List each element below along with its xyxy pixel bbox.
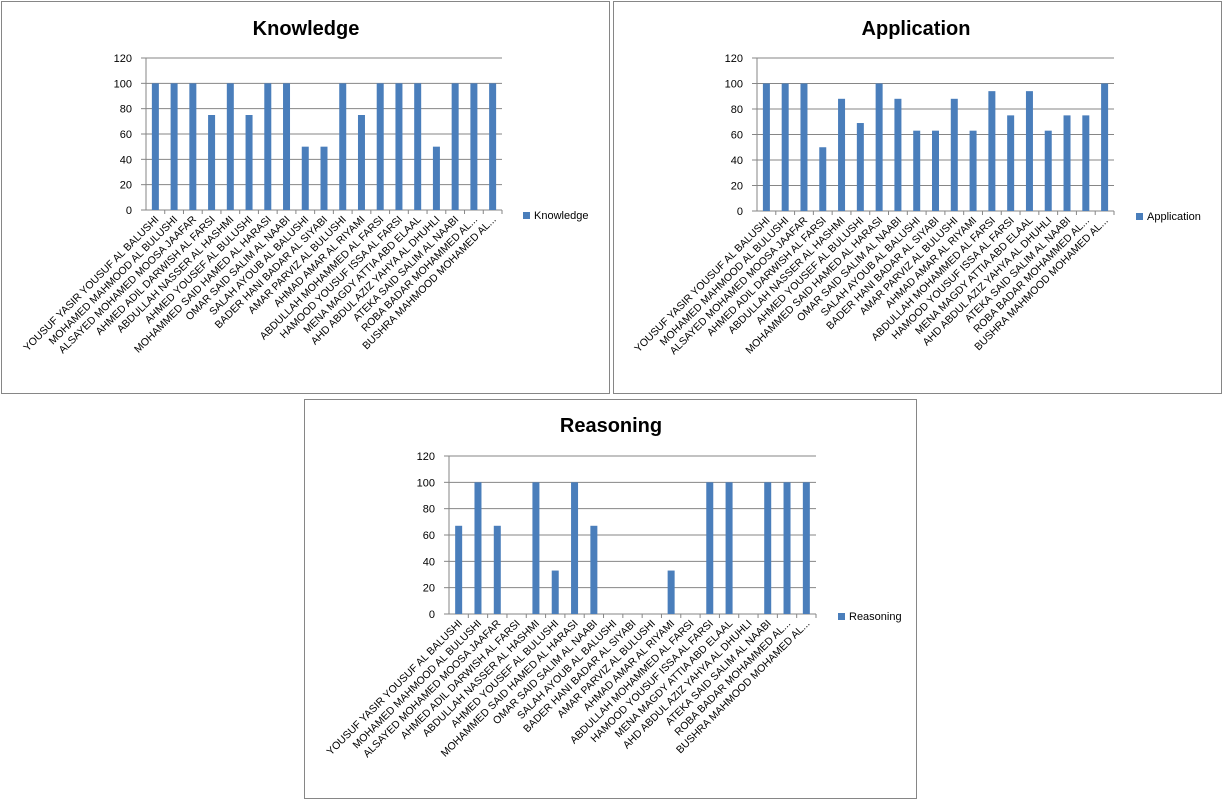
y-tick-label: 60 bbox=[423, 530, 435, 542]
chart-title: Knowledge bbox=[253, 18, 360, 40]
y-tick-label: 100 bbox=[417, 477, 435, 489]
chart-panel-reasoning: Reasoning 0 20 40 60 80 100 120 YOUSUF YASIR YOU… bbox=[304, 399, 917, 799]
bar bbox=[725, 482, 733, 614]
bar bbox=[762, 83, 770, 211]
bar bbox=[283, 83, 291, 210]
chart-panel-knowledge: Knowledge 0 20 40 60 80 100 120 YOUSUF YASIR YOU… bbox=[1, 1, 610, 394]
bar bbox=[455, 525, 463, 614]
y-tick-label: 0 bbox=[429, 609, 435, 621]
y-tick-label: 20 bbox=[120, 180, 132, 192]
bar bbox=[493, 525, 501, 614]
bar bbox=[532, 482, 540, 614]
y-tick-label: 80 bbox=[423, 504, 435, 516]
bar bbox=[1101, 83, 1109, 211]
bar bbox=[571, 482, 579, 614]
y-tick-label: 80 bbox=[731, 104, 743, 116]
y-tick-label: 120 bbox=[417, 451, 435, 463]
bar bbox=[339, 83, 347, 210]
bar bbox=[226, 83, 234, 210]
bar bbox=[764, 482, 772, 614]
y-tick-label: 60 bbox=[731, 130, 743, 142]
y-tick-label: 40 bbox=[423, 556, 435, 568]
bar bbox=[950, 98, 958, 211]
bar bbox=[932, 130, 939, 211]
chart-title: Application bbox=[862, 18, 971, 40]
legend-label: Reasoning bbox=[849, 611, 902, 623]
bar bbox=[819, 147, 827, 211]
bar bbox=[913, 130, 921, 211]
bar bbox=[802, 482, 810, 614]
bar bbox=[414, 83, 422, 210]
bar bbox=[245, 115, 253, 210]
bar bbox=[357, 115, 365, 210]
legend-label: Knowledge bbox=[534, 210, 588, 222]
bar bbox=[1082, 115, 1090, 211]
bar bbox=[800, 83, 808, 211]
y-tick-label: 120 bbox=[114, 53, 132, 65]
bar bbox=[706, 482, 714, 614]
y-tick-label: 40 bbox=[120, 154, 132, 166]
bar bbox=[151, 83, 159, 210]
y-tick-label: 60 bbox=[120, 129, 132, 141]
bar bbox=[170, 83, 178, 210]
bar bbox=[470, 83, 478, 210]
bar bbox=[838, 98, 846, 211]
bar bbox=[208, 115, 216, 210]
y-tick-label: 80 bbox=[120, 104, 132, 116]
bar bbox=[875, 83, 883, 211]
y-tick-label: 100 bbox=[114, 78, 132, 90]
legend-swatch bbox=[838, 613, 845, 620]
y-tick-label: 40 bbox=[731, 155, 743, 167]
bar bbox=[667, 570, 675, 614]
legend-label: Application bbox=[1147, 211, 1201, 223]
bar bbox=[474, 482, 482, 614]
chart-panel-application: Application 0 20 40 60 80 100 120 YOUSUF YASIR Y… bbox=[613, 1, 1222, 394]
bar bbox=[451, 83, 459, 210]
bar bbox=[1063, 115, 1071, 211]
bar bbox=[189, 83, 197, 210]
bar bbox=[894, 98, 902, 211]
bar bbox=[1025, 91, 1033, 211]
y-tick-label: 0 bbox=[126, 205, 132, 217]
bar bbox=[376, 83, 384, 210]
y-tick-label: 20 bbox=[423, 583, 435, 595]
legend-swatch bbox=[1136, 213, 1143, 220]
bar bbox=[489, 83, 497, 210]
bar bbox=[590, 525, 598, 614]
bar bbox=[395, 83, 403, 210]
chart-title: Reasoning bbox=[560, 415, 662, 437]
y-tick-label: 20 bbox=[731, 181, 743, 193]
bar bbox=[551, 570, 559, 614]
y-tick-label: 0 bbox=[737, 206, 743, 218]
bar bbox=[988, 91, 996, 211]
y-tick-label: 120 bbox=[725, 53, 743, 65]
legend-swatch bbox=[523, 212, 530, 219]
y-tick-label: 100 bbox=[725, 79, 743, 91]
bar bbox=[856, 123, 864, 211]
bar bbox=[781, 83, 789, 211]
bar bbox=[264, 83, 272, 210]
bar bbox=[1044, 130, 1052, 211]
bar bbox=[1007, 115, 1015, 211]
bar bbox=[969, 130, 977, 211]
bar bbox=[432, 146, 440, 210]
bar bbox=[320, 146, 328, 210]
bar bbox=[783, 482, 791, 614]
bar bbox=[301, 146, 309, 210]
